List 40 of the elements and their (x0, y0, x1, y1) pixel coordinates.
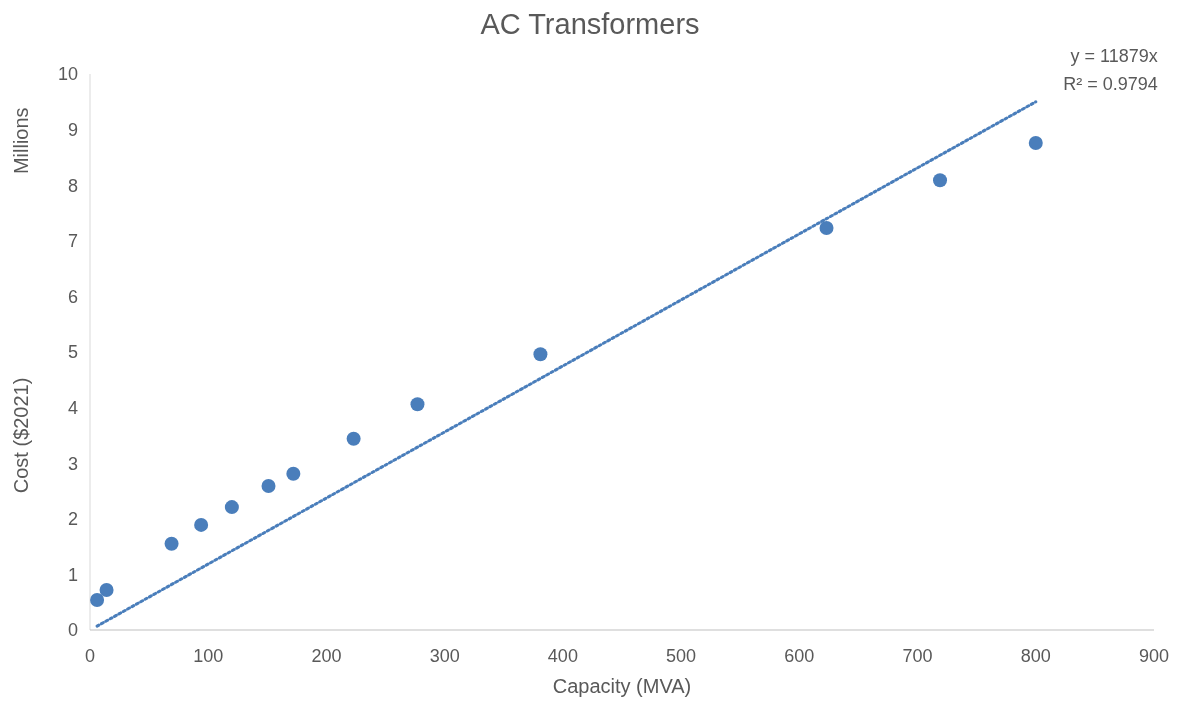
point (933, 173, 948, 188)
x-tick-label: 900 (1138, 646, 1170, 666)
y-tick-label: 7 (67, 231, 78, 252)
point (819, 221, 834, 236)
point (533, 347, 548, 362)
point (224, 500, 239, 515)
point (194, 517, 209, 532)
x-tick-label: 500 (666, 646, 697, 666)
x-tick-label: 600 (784, 646, 815, 666)
x-tick-label: 700 (902, 646, 933, 666)
y-tick-label: 4 (67, 397, 78, 418)
x-tick-label: 100 (193, 646, 224, 666)
point (164, 536, 179, 551)
point (261, 479, 276, 493)
point (99, 582, 114, 597)
y-tick-label: 6 (67, 286, 78, 307)
x-tick-label: 400 (547, 646, 578, 666)
y-tick-label: 10 (57, 64, 78, 85)
text: y = 11879x (1070, 45, 1158, 66)
x-tick-label: 300 (429, 646, 460, 666)
y-tick-label: 8 (67, 175, 78, 196)
text: Millions (10, 107, 32, 175)
point (90, 592, 105, 607)
y-tick-label: 0 (67, 620, 78, 641)
point (346, 431, 361, 446)
x-tick-label: 0 (84, 646, 96, 666)
y-tick-label: 5 (67, 342, 78, 363)
point (410, 397, 425, 412)
annotation: R² = 0.9794 (1063, 73, 1158, 94)
x-tick-label: 800 (1020, 646, 1051, 666)
point (1028, 135, 1043, 150)
y-tick-label: 3 (67, 453, 78, 474)
y-tick-label: 9 (67, 119, 78, 140)
chart-title: AC Transformers (480, 8, 700, 40)
x-axis-title: Capacity (MVA) (552, 675, 692, 697)
x-tick-label: 200 (311, 646, 342, 666)
y-axis-title: Cost ($2021) (10, 377, 32, 494)
y-tick-label: 1 (67, 564, 78, 585)
y-tick-label: 2 (67, 509, 78, 530)
point (286, 466, 301, 481)
